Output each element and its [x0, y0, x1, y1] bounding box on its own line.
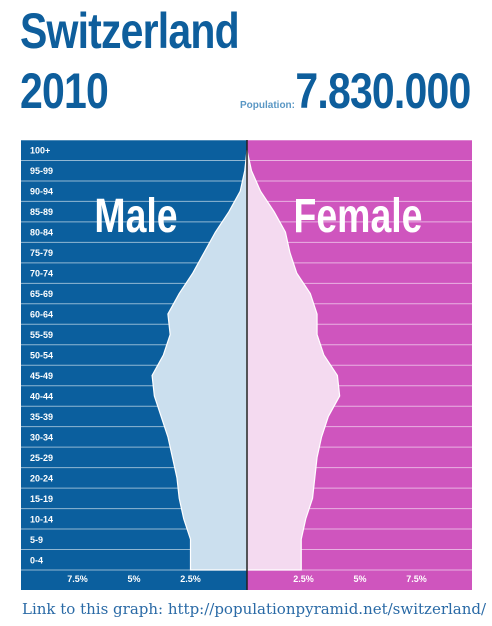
age-group-label: 85-89 [30, 207, 53, 217]
population-value: 7.830.000 [294, 63, 471, 119]
population-pyramid-chart: 0-4 5-9 10-14 15-19 20-24 25-29 30-34 35-39 40-4… [21, 139, 472, 590]
male-label: Male [94, 190, 177, 244]
age-group-label: 60-64 [30, 310, 53, 320]
age-group-label: 90-94 [30, 187, 53, 197]
age-group-label: 65-69 [30, 289, 53, 299]
graph-link[interactable]: Link to this graph: http://populationpyr… [22, 600, 487, 618]
population-label: Population: [240, 100, 295, 111]
age-group-label: 50-54 [30, 351, 53, 361]
age-group-label: 45-49 [30, 371, 53, 381]
year-title: 2010 [20, 63, 109, 119]
age-group-label: 20-24 [30, 473, 53, 483]
x-tick-label-male: 2.5% [180, 574, 201, 584]
x-tick-label-male: 7.5% [67, 574, 88, 584]
age-group-label: 40-44 [30, 391, 53, 401]
x-tick-label-female: 2.5% [293, 574, 314, 584]
country-title: Switzerland [20, 3, 240, 59]
female-label: Female [293, 190, 422, 244]
age-group-label: 15-19 [30, 494, 53, 504]
x-tick-label-male: 5% [127, 574, 140, 584]
x-tick-label-female: 7.5% [406, 574, 427, 584]
age-group-label: 10-14 [30, 514, 53, 524]
age-group-label: 75-79 [30, 248, 53, 258]
age-group-label: 70-74 [30, 269, 53, 279]
age-group-label: 5-9 [30, 535, 43, 545]
age-group-label: 55-59 [30, 330, 53, 340]
x-tick-label-female: 5% [353, 574, 366, 584]
age-group-label: 80-84 [30, 228, 53, 238]
age-group-label: 0-4 [30, 555, 43, 565]
age-group-label: 30-34 [30, 432, 53, 442]
female-series-area [246, 150, 341, 571]
male-series-area [151, 150, 248, 571]
age-group-label: 35-39 [30, 412, 53, 422]
age-group-label: 100+ [30, 146, 50, 156]
age-group-label: 25-29 [30, 453, 53, 463]
age-group-label: 95-99 [30, 166, 53, 176]
